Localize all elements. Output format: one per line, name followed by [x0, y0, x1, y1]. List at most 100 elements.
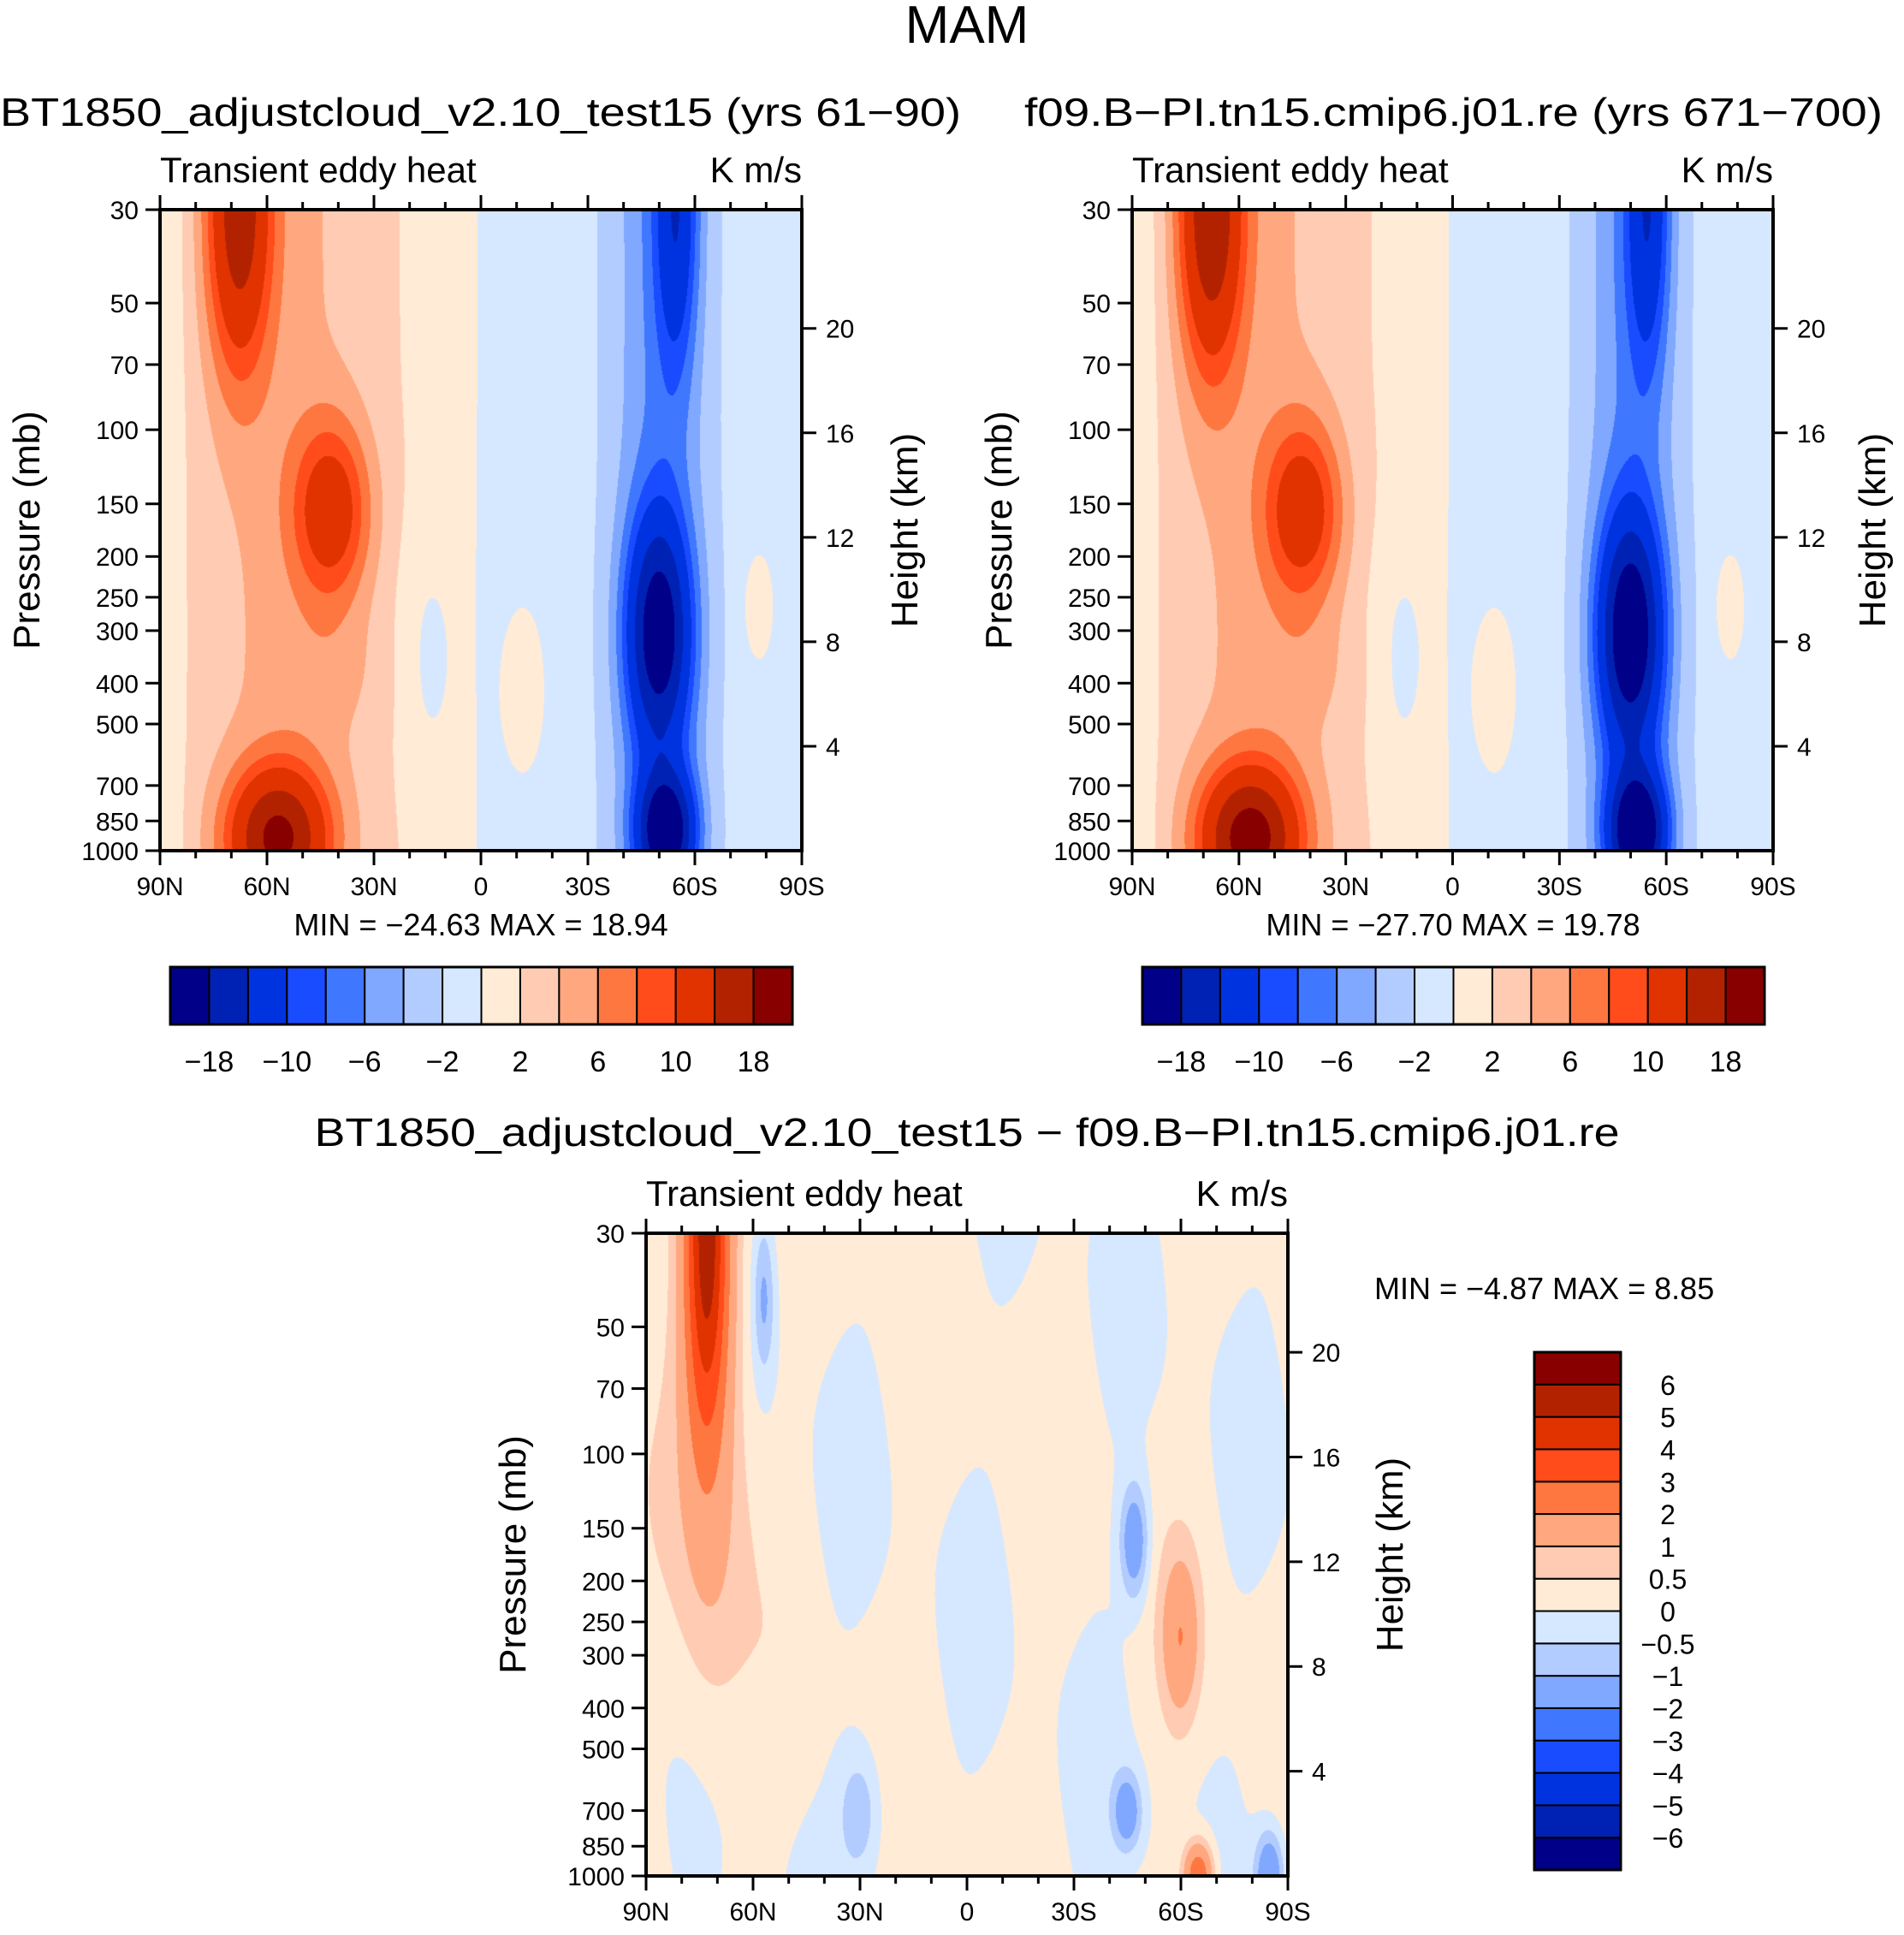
x-tick-label: 0	[960, 1898, 975, 1926]
colorbar-box	[1724, 966, 1765, 1025]
figure-title: MAM	[905, 0, 1029, 55]
x-tick-label: 90N	[136, 873, 183, 901]
colorbar-box	[1533, 1545, 1622, 1580]
colorbar-box	[1686, 966, 1727, 1025]
x-tick-label: 60N	[243, 873, 290, 901]
colorbar-label: −2	[1652, 1694, 1683, 1724]
y-tick-label: 70	[596, 1375, 625, 1404]
y-tick-label: 150	[96, 491, 139, 519]
colorbar-label: 5	[1660, 1403, 1676, 1433]
panel-title: BT1850_adjustcloud_v2.10_test15 (yrs 61−…	[0, 90, 961, 134]
colorbar-box	[1533, 1383, 1622, 1418]
colorbar-box	[1142, 966, 1183, 1025]
colorbar-label: 10	[1632, 1046, 1664, 1078]
colorbar-box	[1452, 966, 1493, 1025]
colorbar-label: −0.5	[1640, 1629, 1694, 1659]
x-tick-label: 0	[1445, 873, 1460, 901]
x-tick-label: 90N	[622, 1898, 669, 1926]
y-tick-label: 100	[582, 1441, 625, 1469]
height-tick-label: 20	[1312, 1339, 1340, 1368]
y-tick-label: 30	[596, 1220, 625, 1249]
x-tick-label: 90S	[1750, 873, 1795, 901]
units-label: K m/s	[1682, 150, 1773, 190]
y-tick-label: 50	[110, 290, 139, 318]
colorbar-box	[1180, 966, 1221, 1025]
y-tick-label: 200	[1068, 543, 1111, 572]
colorbar-label: 10	[660, 1046, 692, 1078]
colorbar-label: 6	[1562, 1046, 1578, 1078]
height-tick-label: 4	[1797, 733, 1812, 762]
left-string: Transient eddy heat	[1132, 150, 1449, 190]
colorbar-label: −3	[1652, 1726, 1683, 1757]
colorbar-box	[402, 966, 444, 1025]
height-tick-label: 4	[826, 733, 840, 762]
y-tick-label: 700	[1068, 773, 1111, 801]
x-tick-label: 90S	[779, 873, 824, 901]
y-tick-label: 1000	[81, 838, 139, 866]
colorbar-box	[480, 966, 521, 1025]
height-tick-label: 20	[826, 316, 854, 344]
units-label: K m/s	[710, 150, 802, 190]
colorbar-label: −2	[1398, 1046, 1432, 1078]
height-tick-label: 8	[826, 629, 840, 657]
colorbar-box	[1533, 1675, 1622, 1709]
colorbar-box	[1533, 1416, 1622, 1451]
y-tick-label: 100	[1068, 417, 1111, 445]
y-tick-label: 700	[96, 773, 139, 801]
colorbar-label: −5	[1652, 1790, 1683, 1821]
colorbar-frame	[169, 965, 794, 1026]
colorbar-label: −10	[262, 1046, 311, 1078]
y-tick-label: 400	[1068, 670, 1111, 698]
contour-field-cmip6	[1132, 210, 1773, 851]
x-tick-label: 90N	[1108, 873, 1155, 901]
y-tick-label: 300	[582, 1642, 625, 1671]
height-tick-label: 12	[1797, 525, 1825, 553]
y-axis-title: Pressure (mb)	[978, 411, 1020, 650]
colorbar-box	[1533, 1739, 1622, 1774]
colorbar-box	[1646, 966, 1688, 1025]
colorbar-label: −10	[1234, 1046, 1284, 1078]
x-tick-label: 60N	[729, 1898, 776, 1926]
colorbar-box	[1533, 1772, 1622, 1807]
y-tick-label: 500	[96, 711, 139, 739]
colorbar-box	[1336, 966, 1377, 1025]
y-axis-title-right: Height (km)	[1369, 1457, 1411, 1652]
y-tick-label: 500	[1068, 711, 1111, 739]
colorbar-box	[752, 966, 793, 1025]
height-tick-label: 16	[1797, 420, 1825, 448]
colorbar-box	[636, 966, 677, 1025]
colorbar-label: −2	[426, 1046, 460, 1078]
colorbar-label: 2	[1484, 1046, 1500, 1078]
colorbar-box	[596, 966, 638, 1025]
y-tick-label: 1000	[1053, 838, 1111, 866]
colorbar-box	[1530, 966, 1571, 1025]
colorbar-label: 3	[1660, 1467, 1676, 1498]
y-tick-label: 70	[110, 352, 139, 380]
y-tick-label: 700	[582, 1798, 625, 1826]
colorbar-box	[324, 966, 366, 1025]
x-tick-label: 0	[474, 873, 489, 901]
colorbar-label: −6	[1652, 1823, 1683, 1854]
colorbar-frame	[1141, 965, 1766, 1026]
y-tick-label: 400	[582, 1695, 625, 1724]
y-tick-label: 30	[110, 197, 139, 225]
x-tick-label: 60S	[672, 873, 717, 901]
colorbar-box	[1533, 1706, 1622, 1742]
plot-frame	[1130, 208, 1775, 852]
y-tick-label: 250	[1068, 585, 1111, 613]
y-axis-title-right: Height (km)	[884, 433, 926, 627]
contour-field-test15	[160, 210, 802, 851]
height-tick-label: 4	[1312, 1759, 1326, 1787]
colorbar-box	[286, 966, 327, 1025]
y-tick-label: 70	[1082, 352, 1111, 380]
y-tick-label: 850	[1068, 808, 1111, 836]
x-tick-label: 30N	[350, 873, 397, 901]
x-tick-label: 90S	[1265, 1898, 1310, 1926]
colorbar-box	[1219, 966, 1260, 1025]
y-tick-label: 400	[96, 670, 139, 698]
colorbar-box	[1533, 1642, 1622, 1677]
colorbar-box	[714, 966, 755, 1025]
colorbar-box	[1533, 1351, 1622, 1386]
y-tick-label: 100	[96, 417, 139, 445]
